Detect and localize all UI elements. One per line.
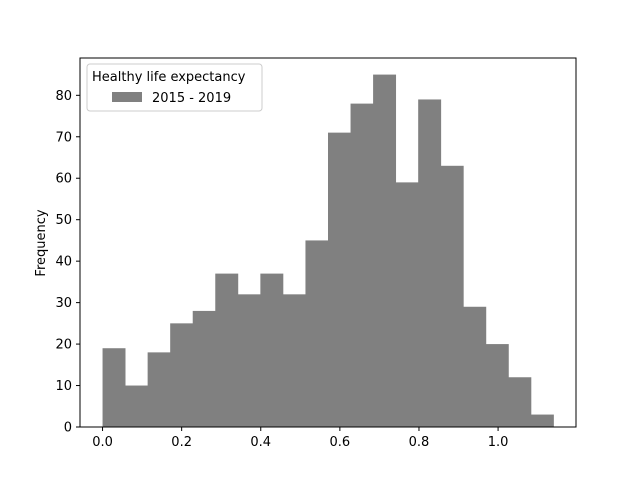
histogram-bar	[373, 74, 397, 428]
y-tick-label: 70	[55, 130, 72, 145]
histogram-bar	[215, 273, 239, 427]
x-tick-label: 0.0	[92, 435, 113, 450]
histogram-bar	[170, 323, 194, 427]
histogram-bar	[350, 103, 374, 427]
x-tick-label: 0.8	[409, 435, 430, 450]
histogram-bar	[147, 352, 171, 427]
y-tick-label: 40	[55, 255, 72, 270]
histogram-bar	[282, 294, 306, 427]
histogram-bar	[508, 377, 532, 427]
x-tick-label: 0.6	[330, 435, 351, 450]
histogram-bar	[237, 294, 261, 427]
y-tick-label: 60	[55, 172, 72, 187]
y-tick-label: 80	[55, 89, 72, 104]
histogram-bar	[418, 99, 442, 428]
legend-title: Healthy life expectancy	[92, 70, 246, 85]
histogram-bar	[485, 344, 509, 427]
histogram-bar	[463, 306, 487, 427]
histogram-bar	[328, 132, 351, 427]
y-tick-label: 0	[64, 421, 72, 436]
x-tick-label: 1.0	[488, 435, 509, 450]
y-axis-ticks: 0 10 20 30 40 50 60 70 80	[55, 89, 80, 436]
histogram-bar	[125, 385, 149, 427]
legend-entry-label: 2015 - 2019	[152, 91, 231, 106]
histogram-bar	[102, 348, 126, 427]
histogram-bar	[192, 310, 216, 427]
x-tick-label: 0.4	[250, 435, 271, 450]
histogram-bar	[305, 240, 329, 427]
histogram-bar	[395, 182, 419, 427]
x-axis-ticks: 0.0 0.2 0.4 0.6 0.8 1.0	[92, 427, 508, 450]
axes-frame	[79, 57, 577, 428]
legend: Healthy life expectancy 2015 - 2019	[86, 63, 263, 112]
y-axis-label: Frequency	[34, 209, 49, 276]
x-tick-label: 0.2	[171, 435, 192, 450]
y-tick-label: 20	[55, 338, 72, 353]
bars-group	[102, 74, 554, 428]
y-tick-label: 10	[55, 379, 72, 394]
histogram-bar	[530, 414, 554, 427]
y-tick-label: 50	[55, 213, 72, 228]
legend-swatch	[112, 92, 142, 102]
y-tick-label: 30	[55, 296, 72, 311]
histogram-bar	[440, 165, 464, 427]
histogram-bar	[260, 273, 284, 427]
